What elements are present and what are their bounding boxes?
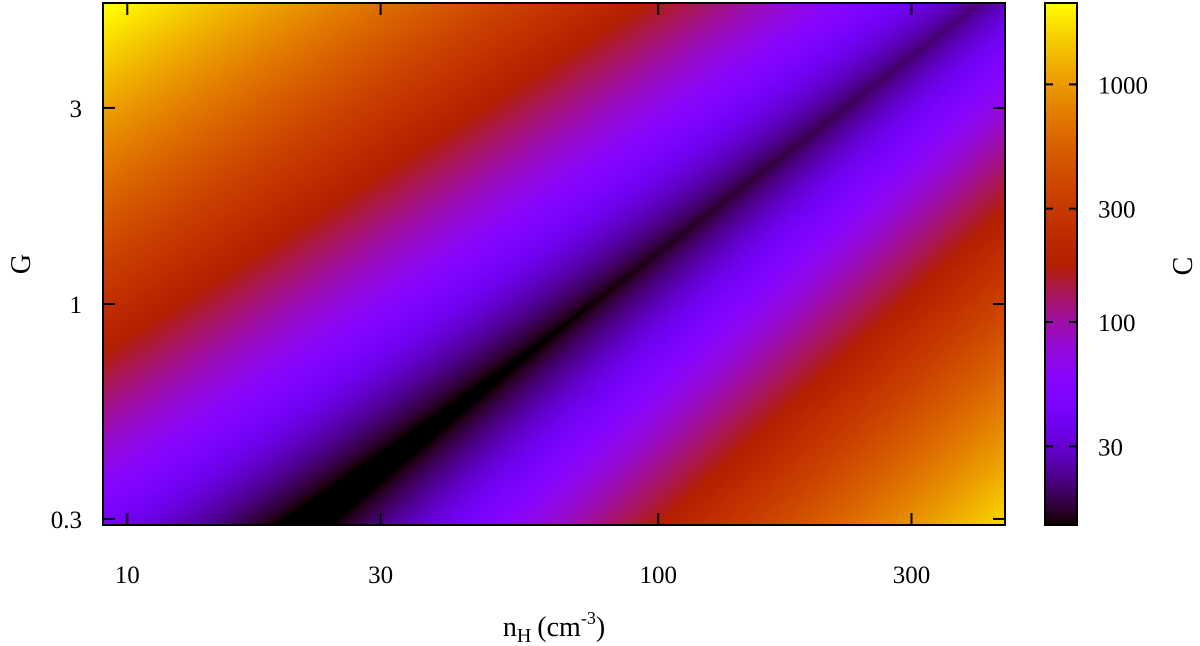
y-tick-label: 1 [70, 292, 83, 319]
x-tick-label: 10 [115, 562, 140, 589]
x-axis-title: nH (cm-3) [503, 608, 605, 646]
colorbar: 30 100 300 1000 [1044, 2, 1148, 526]
colorbar-tick-label: 300 [1098, 197, 1136, 224]
y-axis-title: G [6, 254, 37, 274]
x-tick-label: 30 [368, 562, 393, 589]
colorbar-frame [1044, 2, 1078, 526]
x-axis-title-subscript: H [517, 625, 531, 646]
plot-frame [102, 2, 1006, 526]
x-axis-title-base: n [503, 612, 517, 643]
heatmap-plot [103, 3, 1005, 525]
colorbar-tick-label: 100 [1098, 310, 1136, 337]
x-axis-title-close: ) [596, 612, 605, 643]
heatmap-image [103, 3, 1005, 525]
colorbar-image [1045, 3, 1077, 525]
colorbar-ticks: 30 100 300 1000 [1045, 72, 1148, 461]
y-tick-label: 3 [70, 96, 83, 123]
x-axis-ticks: 10 30 100 300 [115, 3, 930, 589]
colorbar-tick-label: 1000 [1098, 72, 1148, 99]
colorbar-title: C [1168, 257, 1199, 276]
x-tick-label: 100 [639, 562, 677, 589]
colorbar-tick-label: 30 [1098, 434, 1123, 461]
x-axis-title-superscript: -3 [581, 608, 596, 628]
y-axis-ticks: 0.3 1 3 [51, 96, 1005, 534]
x-axis-title-unit: (cm [537, 612, 581, 643]
y-tick-label: 0.3 [51, 507, 82, 534]
x-tick-label: 300 [893, 562, 931, 589]
